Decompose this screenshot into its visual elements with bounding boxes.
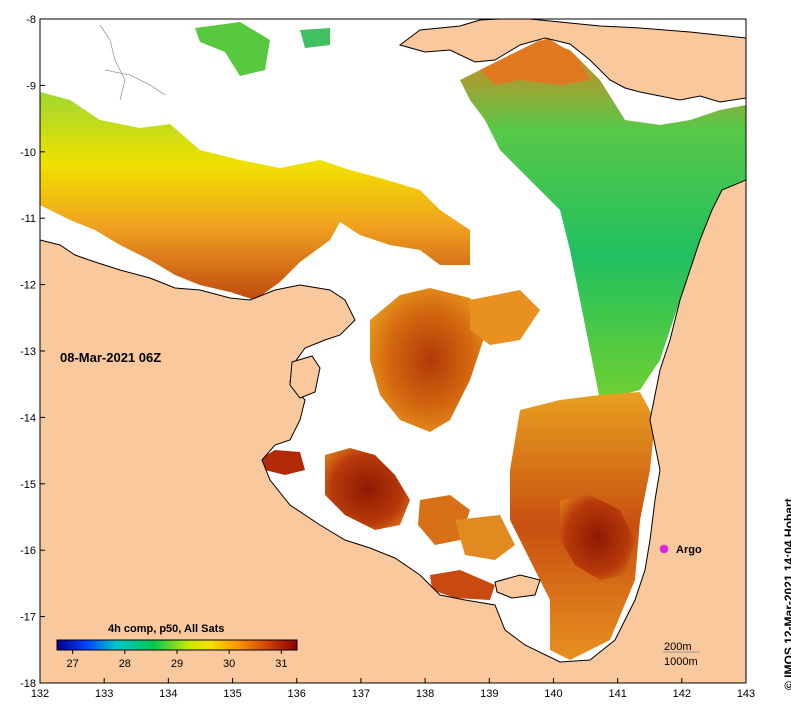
x-tick-label: 134: [159, 688, 177, 700]
colorbar-tick-label: 29: [171, 658, 183, 670]
x-tick-label: 132: [31, 688, 49, 700]
colorbar-tick-label: 30: [223, 658, 235, 670]
land-mornington-island: [494, 574, 541, 599]
colorbar-title: 4h comp, p50, All Sats: [108, 623, 224, 635]
y-tick-label: -14: [20, 412, 36, 424]
x-tick-label: 139: [480, 688, 498, 700]
colorbar-gradient: [56, 639, 298, 651]
y-tick-label: -10: [20, 147, 36, 159]
x-tick-label: 136: [288, 688, 306, 700]
argo-marker: Argo: [659, 544, 702, 556]
y-tick-label: -16: [20, 545, 36, 557]
y-tick-label: -18: [20, 678, 36, 690]
x-tick-label: 142: [673, 688, 691, 700]
sst-patch-west: [325, 448, 410, 530]
contour-label-1: 200m: [664, 641, 692, 653]
x-tick-label: 135: [223, 688, 241, 700]
sst-patch-mid-orange: [470, 290, 540, 345]
x-tick-label: 137: [352, 688, 370, 700]
x-tick-label: 133: [95, 688, 113, 700]
x-axis: 132 133 134 135 136 137 138 139 140 141 142 143: [31, 678, 755, 700]
contour-label-2: 1000m: [664, 656, 698, 668]
sst-patch-north-green: [195, 22, 270, 76]
argo-label: Argo: [676, 544, 702, 556]
y-tick-label: -8: [26, 14, 36, 26]
contour-legend: 200m 1000m: [663, 641, 700, 668]
land-groote-eylandt: [289, 355, 321, 399]
colorbar-tick-label: 31: [275, 658, 287, 670]
sst-patch-sw-coast: [430, 570, 495, 600]
y-tick-label: -9: [26, 80, 36, 92]
sst-patch-southeast-hot: [560, 495, 635, 580]
y-tick-label: -17: [20, 612, 36, 624]
land-australia: [40, 179, 746, 683]
bathymetry-contours: [99, 24, 166, 101]
y-tick-label: -11: [21, 213, 36, 225]
land: [40, 19, 746, 683]
y-tick-label: -13: [20, 346, 36, 358]
sst-patch-arafura: [40, 92, 470, 300]
x-tick-label: 138: [416, 688, 434, 700]
y-axis: -8 -9 -10 -11 -12 -13 -14 -15 -16 -17 -18: [20, 14, 45, 690]
sst-patch-west-2: [258, 450, 305, 475]
sst-patch-gulf-ne: [460, 40, 746, 400]
x-tick-label: 141: [608, 688, 626, 700]
x-tick-label: 143: [737, 688, 755, 700]
credit-text: © IMOS 12-Mar-2021 14:04 Hobart: [782, 498, 791, 690]
colorbar-tick-label: 27: [67, 658, 79, 670]
sst-patch-north-green-2: [300, 28, 330, 48]
y-tick-label: -15: [20, 479, 36, 491]
timestamp-label: 08-Mar-2021 06Z: [60, 350, 161, 365]
colorbar-tick-label: 28: [119, 658, 131, 670]
y-tick-label: -12: [20, 280, 36, 292]
sst-patch-south: [418, 495, 470, 545]
sst-patch-south-2: [455, 515, 515, 560]
sst-field: [40, 22, 746, 660]
argo-marker-icon: [659, 544, 669, 554]
x-tick-label: 140: [544, 688, 562, 700]
colorbar: 4h comp, p50, All Sats 27 28 29 30 31: [56, 623, 298, 670]
sst-patch-central: [370, 288, 490, 432]
sst-patch-gulf-ne-warm: [480, 38, 590, 85]
